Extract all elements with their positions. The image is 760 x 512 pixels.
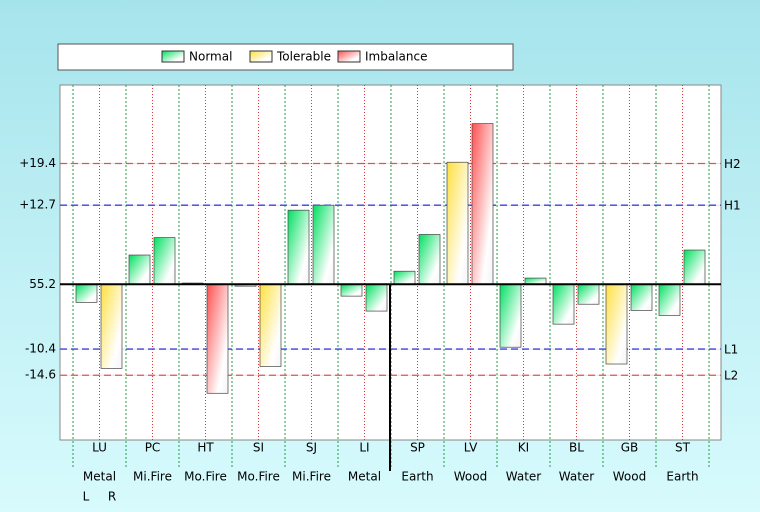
x-tick-label: BL	[569, 441, 584, 455]
element-label: Mi.Fire	[292, 470, 331, 484]
element-label: Mo.Fire	[184, 470, 227, 484]
element-label: Metal	[348, 470, 381, 484]
bar	[499, 283, 522, 348]
reference-label: H1	[724, 199, 741, 213]
reference-label: L1	[724, 343, 738, 357]
x-tick-label: KI	[518, 441, 529, 455]
element-label: Water	[559, 470, 595, 484]
bar	[153, 237, 176, 285]
x-tick-label: SI	[253, 441, 264, 455]
bar	[418, 234, 441, 285]
bar	[471, 123, 494, 285]
element-label: Wood	[613, 470, 646, 484]
element-label: Mi.Fire	[133, 470, 172, 484]
bar	[683, 249, 706, 285]
bar	[393, 270, 416, 285]
x-tick-label: HT	[197, 441, 214, 455]
x-tick-label: LU	[92, 441, 107, 455]
element-label: Mo.Fire	[237, 470, 280, 484]
x-tick-label: SP	[410, 441, 425, 455]
bar	[605, 283, 628, 365]
reference-label: H2	[724, 157, 741, 171]
reference-label: L2	[724, 369, 738, 383]
legend-label: Imbalance	[365, 50, 427, 64]
bar	[365, 283, 388, 312]
x-tick-label: ST	[675, 441, 691, 455]
element-label: Water	[506, 470, 542, 484]
x-tick-label: SJ	[306, 441, 317, 455]
legend-swatch	[337, 50, 361, 63]
bar	[287, 209, 310, 285]
legend-label: Normal	[189, 50, 232, 64]
x-tick-label: GB	[621, 441, 639, 455]
bar	[75, 283, 98, 303]
bar	[340, 283, 363, 297]
legend-swatch	[249, 50, 273, 63]
bar	[552, 283, 575, 325]
bar	[577, 283, 600, 305]
legend-box	[57, 43, 514, 71]
bar	[446, 161, 469, 285]
y-tick-label: -14.6	[25, 368, 56, 382]
series-label: L	[83, 490, 90, 504]
bar	[630, 283, 653, 311]
y-tick-label: +12.7	[19, 198, 56, 212]
y-tick-label: +19.4	[19, 156, 56, 170]
element-label: Earth	[666, 470, 698, 484]
legend-swatch	[161, 50, 185, 63]
y-tick-label: 55.2	[29, 277, 56, 291]
bar	[100, 283, 123, 369]
bar	[206, 283, 229, 394]
x-tick-label: LI	[359, 441, 369, 455]
series-label: R	[108, 490, 116, 504]
element-label: Earth	[401, 470, 433, 484]
element-label: Metal	[83, 470, 116, 484]
bar	[128, 254, 151, 285]
bar	[658, 283, 681, 316]
x-tick-label: PC	[145, 441, 161, 455]
bar	[259, 283, 282, 367]
y-tick-label: -10.4	[25, 342, 56, 356]
bar	[312, 204, 335, 285]
element-label: Wood	[454, 470, 487, 484]
x-tick-label: LV	[464, 441, 478, 455]
legend-label: Tolerable	[276, 50, 331, 64]
